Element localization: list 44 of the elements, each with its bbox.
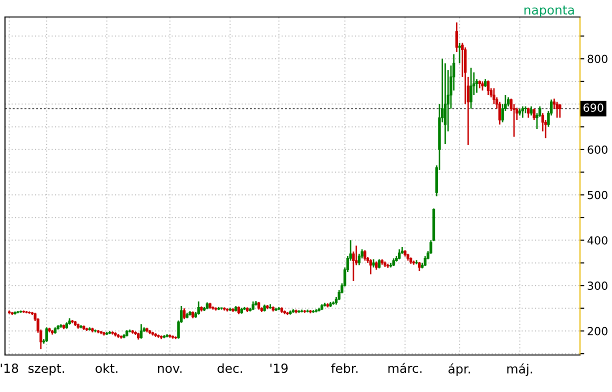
y-tick-label: 800	[588, 54, 608, 64]
candlestick	[369, 258, 372, 275]
x-tick-label: febr.	[331, 363, 358, 374]
y-tick-label: 600	[588, 145, 608, 154]
candlestick	[530, 106, 533, 116]
x-tick-label: ápr.	[448, 363, 470, 376]
y-tick-label: 400	[587, 236, 608, 245]
candlestick	[521, 106, 524, 118]
y-tick-label: 500	[588, 190, 608, 200]
candlestick	[378, 258, 381, 270]
candlestick	[558, 103, 562, 118]
x-tick-label: szept.	[28, 364, 64, 376]
x-tick-label: okt.	[96, 363, 118, 374]
candlestick	[140, 323, 143, 340]
x-tick-label: máj.	[507, 363, 532, 376]
ref-line-label: 690	[584, 103, 604, 112]
candlestick	[182, 308, 186, 320]
candlestick	[45, 326, 48, 343]
candlestick	[481, 80, 484, 92]
candlestick	[458, 42, 461, 64]
candlestick	[455, 22, 458, 53]
candlestick	[556, 101, 558, 118]
candlestick	[506, 96, 510, 108]
candlestick	[398, 248, 401, 260]
candlestick	[486, 80, 490, 96]
annotation: naponta	[524, 6, 574, 18]
x-tick-label: nov.	[158, 366, 182, 374]
candlestick	[358, 253, 361, 266]
candlestick	[197, 300, 200, 316]
candlestick	[470, 67, 472, 110]
candlestick	[418, 261, 421, 272]
x-tick-label: '18	[0, 364, 18, 374]
y-tick-label: 300	[588, 282, 608, 290]
x-tick-label: dec.	[218, 363, 242, 374]
candlestick	[444, 62, 447, 145]
candlestick	[498, 101, 502, 126]
x-tick-label: '19	[270, 364, 288, 374]
candlestick	[492, 88, 496, 105]
candlestick	[364, 250, 366, 262]
y-tick-label: 200	[588, 326, 608, 336]
candlestick	[532, 108, 536, 121]
candlestick	[527, 107, 530, 118]
x-tick-label: márc.	[388, 362, 422, 374]
candlestick	[424, 255, 426, 267]
